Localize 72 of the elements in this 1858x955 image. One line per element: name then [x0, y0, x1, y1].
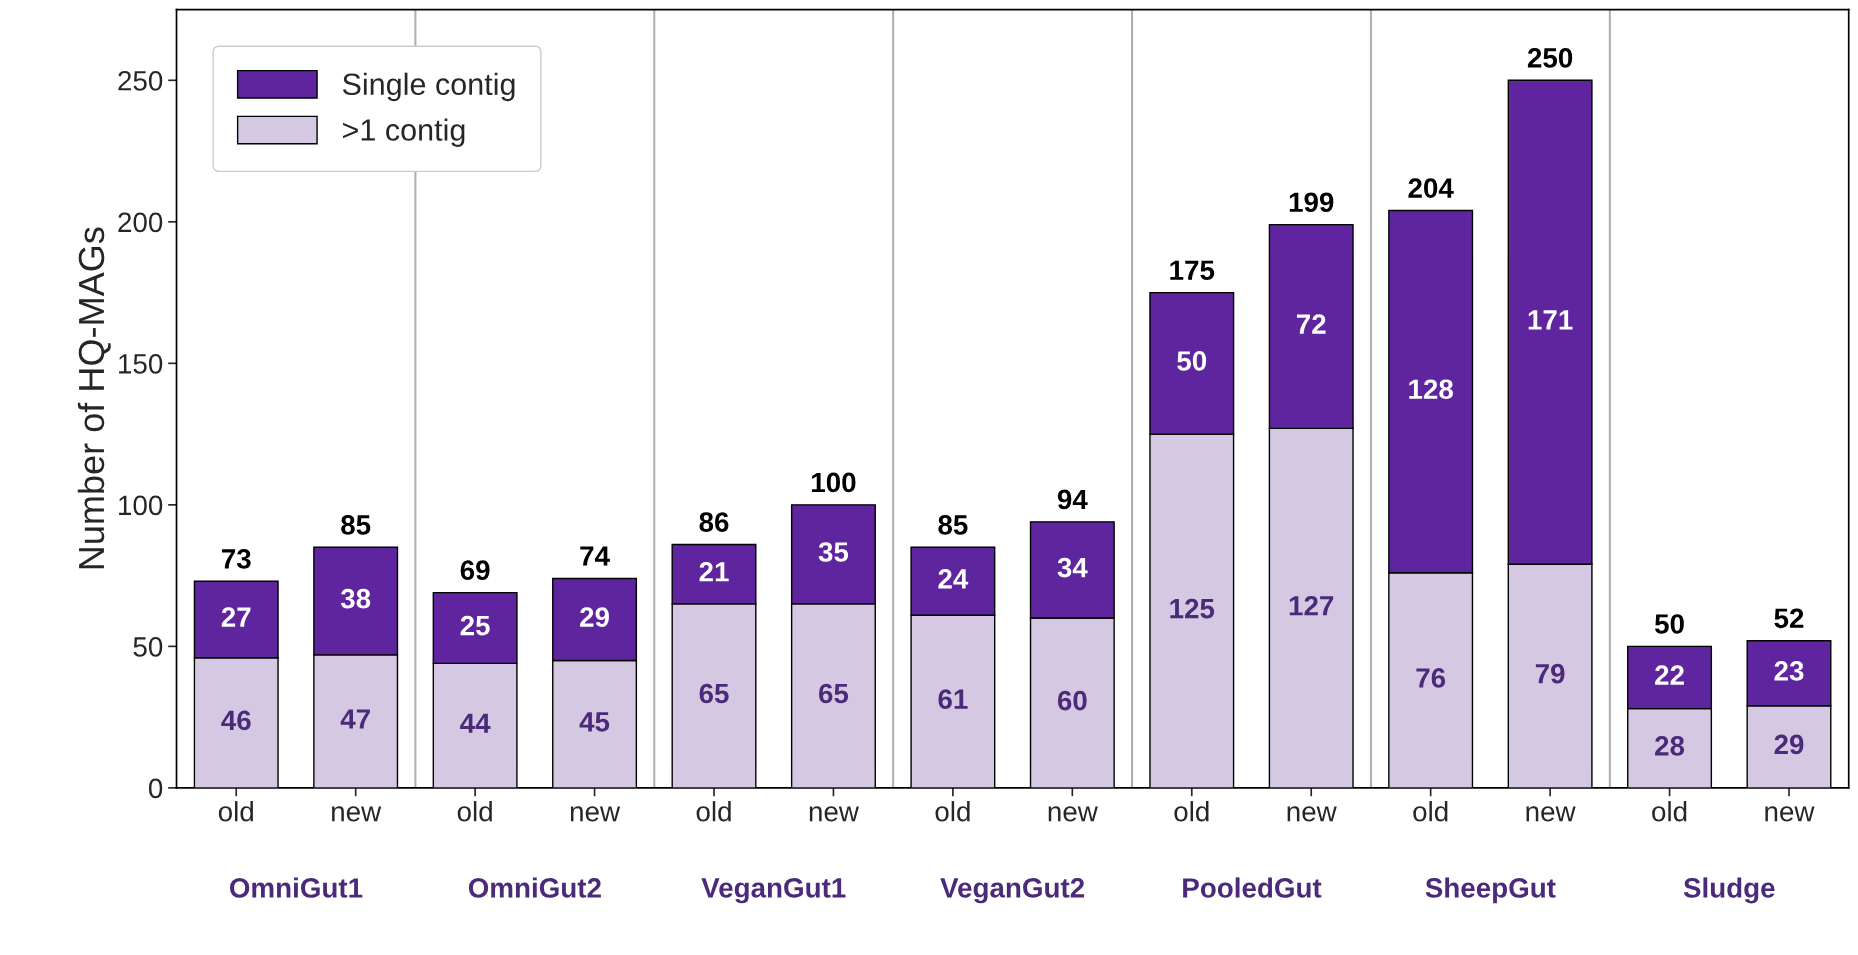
y-tick-label: 250	[118, 70, 163, 91]
text: Sludge	[1683, 877, 1775, 904]
total-label: 85	[938, 515, 968, 535]
data-label: 23	[1774, 661, 1804, 681]
data-label: 29	[1774, 734, 1804, 755]
legend-label: Single contig	[342, 72, 515, 102]
data-label: 125	[1170, 598, 1215, 619]
total-label: 100	[812, 472, 856, 493]
total-label: 175	[1170, 260, 1215, 281]
data-label: 65	[699, 683, 729, 704]
data-label: 47	[340, 709, 370, 729]
x-tick-label: old	[935, 801, 970, 822]
total-label: 74	[580, 546, 610, 566]
data-label: 50	[1177, 351, 1207, 371]
x-tick-label: new	[1526, 806, 1576, 822]
y-axis-title: Number of HQ-MAGs	[77, 227, 111, 569]
total-label: 86	[699, 512, 729, 532]
total-label: 73	[221, 549, 251, 569]
data-label: 35	[818, 542, 849, 562]
total-label: 50	[1654, 614, 1684, 634]
data-label: 76	[1416, 668, 1446, 688]
data-label: 128	[1409, 379, 1453, 400]
data-label: 127	[1289, 595, 1334, 616]
x-tick-label: new	[1765, 806, 1815, 822]
y-tick-label: 100	[119, 495, 163, 516]
text: PooledGut	[1183, 877, 1322, 898]
data-label: 29	[580, 607, 609, 627]
x-tick-label: old	[1413, 801, 1448, 822]
x-tick-label: old	[457, 801, 492, 822]
data-label: 60	[1057, 690, 1087, 711]
data-label: 65	[819, 683, 849, 704]
total-label: 52	[1774, 608, 1804, 629]
y-tick-label: 0	[148, 778, 163, 799]
x-tick-label: old	[1652, 801, 1687, 822]
x-tick-label: old	[218, 801, 253, 822]
data-label: 27	[221, 607, 251, 627]
total-label: 94	[1057, 489, 1088, 510]
text: VeganGut1	[701, 877, 846, 904]
y-tick-label: 150	[119, 354, 163, 374]
x-tick-label: new	[1048, 806, 1098, 822]
y-tick-label: 200	[118, 212, 163, 233]
data-label: 171	[1528, 310, 1573, 330]
data-label: 44	[460, 713, 491, 733]
total-label: 69	[460, 560, 490, 581]
text: OmniGut2	[468, 877, 601, 898]
x-tick-label: new	[570, 806, 621, 822]
data-label: 61	[938, 689, 968, 710]
x-tick-label: old	[696, 801, 731, 822]
x-tick-label: new	[332, 806, 382, 822]
data-label: 28	[1655, 736, 1685, 756]
data-label: 45	[579, 712, 610, 732]
text: VeganGut2	[940, 877, 1085, 904]
y-tick-label: 50	[133, 637, 163, 657]
data-label: 46	[221, 710, 251, 731]
x-tick-label: old	[1174, 801, 1209, 822]
data-label: 24	[938, 569, 969, 589]
x-tick-label: new	[1287, 806, 1337, 822]
data-label: 72	[1296, 314, 1326, 334]
data-label: 25	[460, 615, 490, 636]
data-label: 34	[1057, 557, 1088, 578]
total-label: 250	[1527, 48, 1573, 68]
x-tick-label: new	[809, 806, 859, 822]
data-label: 22	[1655, 665, 1684, 685]
text: SheepGut	[1425, 877, 1556, 904]
data-label: 38	[340, 588, 371, 609]
total-label: 85	[341, 515, 371, 535]
text: OmniGut1	[229, 877, 363, 898]
data-label: 21	[699, 561, 729, 582]
total-label: 204	[1408, 178, 1454, 198]
data-label: 79	[1535, 663, 1565, 684]
total-label: 199	[1289, 192, 1334, 213]
legend-label: >1 contig	[343, 118, 465, 147]
